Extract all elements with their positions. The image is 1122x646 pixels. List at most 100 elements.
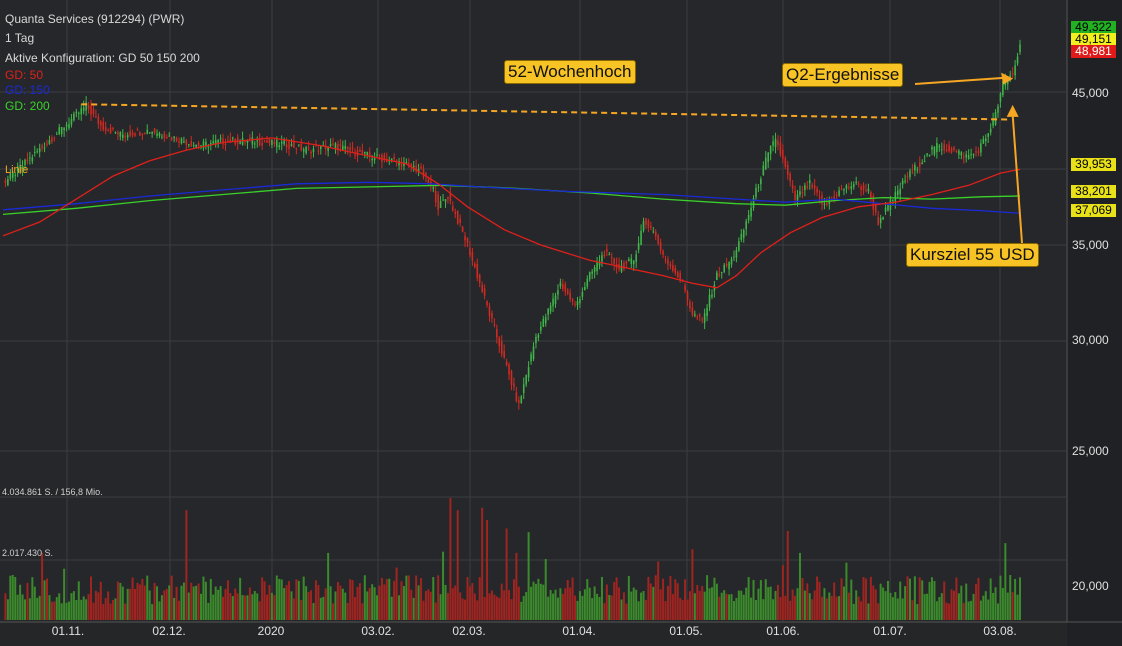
volume-bar (728, 594, 731, 620)
candle-body (126, 135, 129, 138)
volume-bar (256, 593, 259, 620)
volume-bar (141, 578, 144, 620)
volume-bar (534, 583, 537, 620)
candle-body (114, 132, 117, 134)
annotation-52w-high[interactable]: 52-Wochenhoch (504, 60, 636, 84)
candle-body (417, 169, 420, 172)
volume-bar (339, 585, 342, 620)
volume-bar (398, 595, 401, 620)
volume-bar (246, 595, 249, 620)
high-52w-line (81, 103, 1011, 121)
volume-bar (698, 590, 701, 620)
volume-bar (114, 598, 117, 620)
candle-body (486, 301, 488, 306)
volume-bar (940, 593, 943, 620)
candle-body (29, 157, 31, 159)
volume-bar (317, 584, 320, 620)
candle-body (584, 286, 586, 290)
candle-body (117, 132, 119, 135)
volume-bar (904, 586, 907, 620)
volume-bar (996, 603, 999, 620)
candle-body (672, 265, 674, 271)
volume-bar (85, 599, 88, 620)
candle-body (591, 271, 593, 274)
candle-body (139, 132, 141, 136)
volume-bar (6, 599, 9, 620)
candle-body (464, 235, 466, 241)
candle-body (461, 227, 464, 232)
volume-bar (385, 579, 388, 620)
volume-bar (415, 575, 418, 620)
volume-bar (165, 588, 168, 620)
candle-body (801, 192, 804, 194)
volume-bar (24, 599, 27, 620)
badge-gd150: 37,069 (1071, 204, 1116, 217)
candle-body (823, 204, 826, 206)
volume-bar (483, 597, 486, 620)
candle-body (738, 241, 740, 251)
volume-bar (190, 582, 193, 620)
candle-body (552, 298, 554, 307)
candle-body (278, 145, 281, 148)
volume-bar (336, 581, 339, 620)
volume-bar (41, 552, 44, 620)
volume-bar (803, 590, 806, 620)
annotation-q2-results[interactable]: Q2-Ergebnisse (782, 63, 904, 87)
candle-body (865, 189, 867, 192)
volume-bar (312, 603, 315, 620)
volume-bar (173, 597, 176, 620)
volume-bar (544, 559, 547, 620)
volume-bar (138, 584, 141, 620)
volume-bar (525, 592, 528, 620)
y-axis-panel (1067, 0, 1122, 646)
volume-bar (615, 577, 618, 620)
candle-body (310, 151, 312, 154)
volume-bar (764, 579, 767, 620)
candle-body (73, 113, 75, 121)
candle-body (559, 282, 562, 287)
volume-bar (855, 590, 858, 620)
volume-bar (99, 581, 102, 620)
volume-bar (886, 580, 889, 620)
volume-bar (239, 577, 242, 620)
candle-body (623, 262, 625, 269)
volume-bar (569, 587, 572, 620)
candle-body (364, 151, 366, 154)
volume-bar (390, 596, 393, 620)
volume-bar (310, 590, 313, 620)
candle-body (571, 299, 574, 302)
candle-body (7, 178, 9, 186)
candle-body (906, 176, 909, 178)
volume-bar (378, 585, 381, 620)
volume-bar (801, 578, 804, 620)
volume-bar (163, 590, 166, 620)
volume-bar (872, 585, 875, 620)
volume-bar (772, 599, 775, 620)
ma200-line (2, 184, 1021, 216)
volume-bar (813, 590, 816, 620)
candle-body (564, 284, 567, 292)
volume-bar (693, 593, 696, 620)
candle-body (718, 273, 721, 276)
volume-bar (168, 585, 171, 620)
volume-bar (630, 591, 633, 620)
candle-body (16, 166, 19, 172)
annotation-price-target[interactable]: Kursziel 55 USD (906, 243, 1039, 267)
volume-bar (669, 575, 672, 620)
candle-body (762, 165, 765, 176)
y-tick-30000: 30,000 (1072, 333, 1109, 347)
volume-bar (405, 575, 408, 620)
volume-bar (160, 595, 163, 620)
line-label: Linie (5, 164, 29, 176)
candle-body (904, 180, 906, 182)
candle-body (774, 139, 777, 147)
candle-body (909, 170, 911, 178)
volume-bar (324, 588, 327, 620)
volume-bar (158, 601, 161, 620)
volume-bar (627, 575, 630, 620)
candle-body (843, 189, 845, 191)
candle-body (799, 191, 801, 195)
candle-body (165, 136, 168, 138)
volume-bar (495, 596, 498, 620)
